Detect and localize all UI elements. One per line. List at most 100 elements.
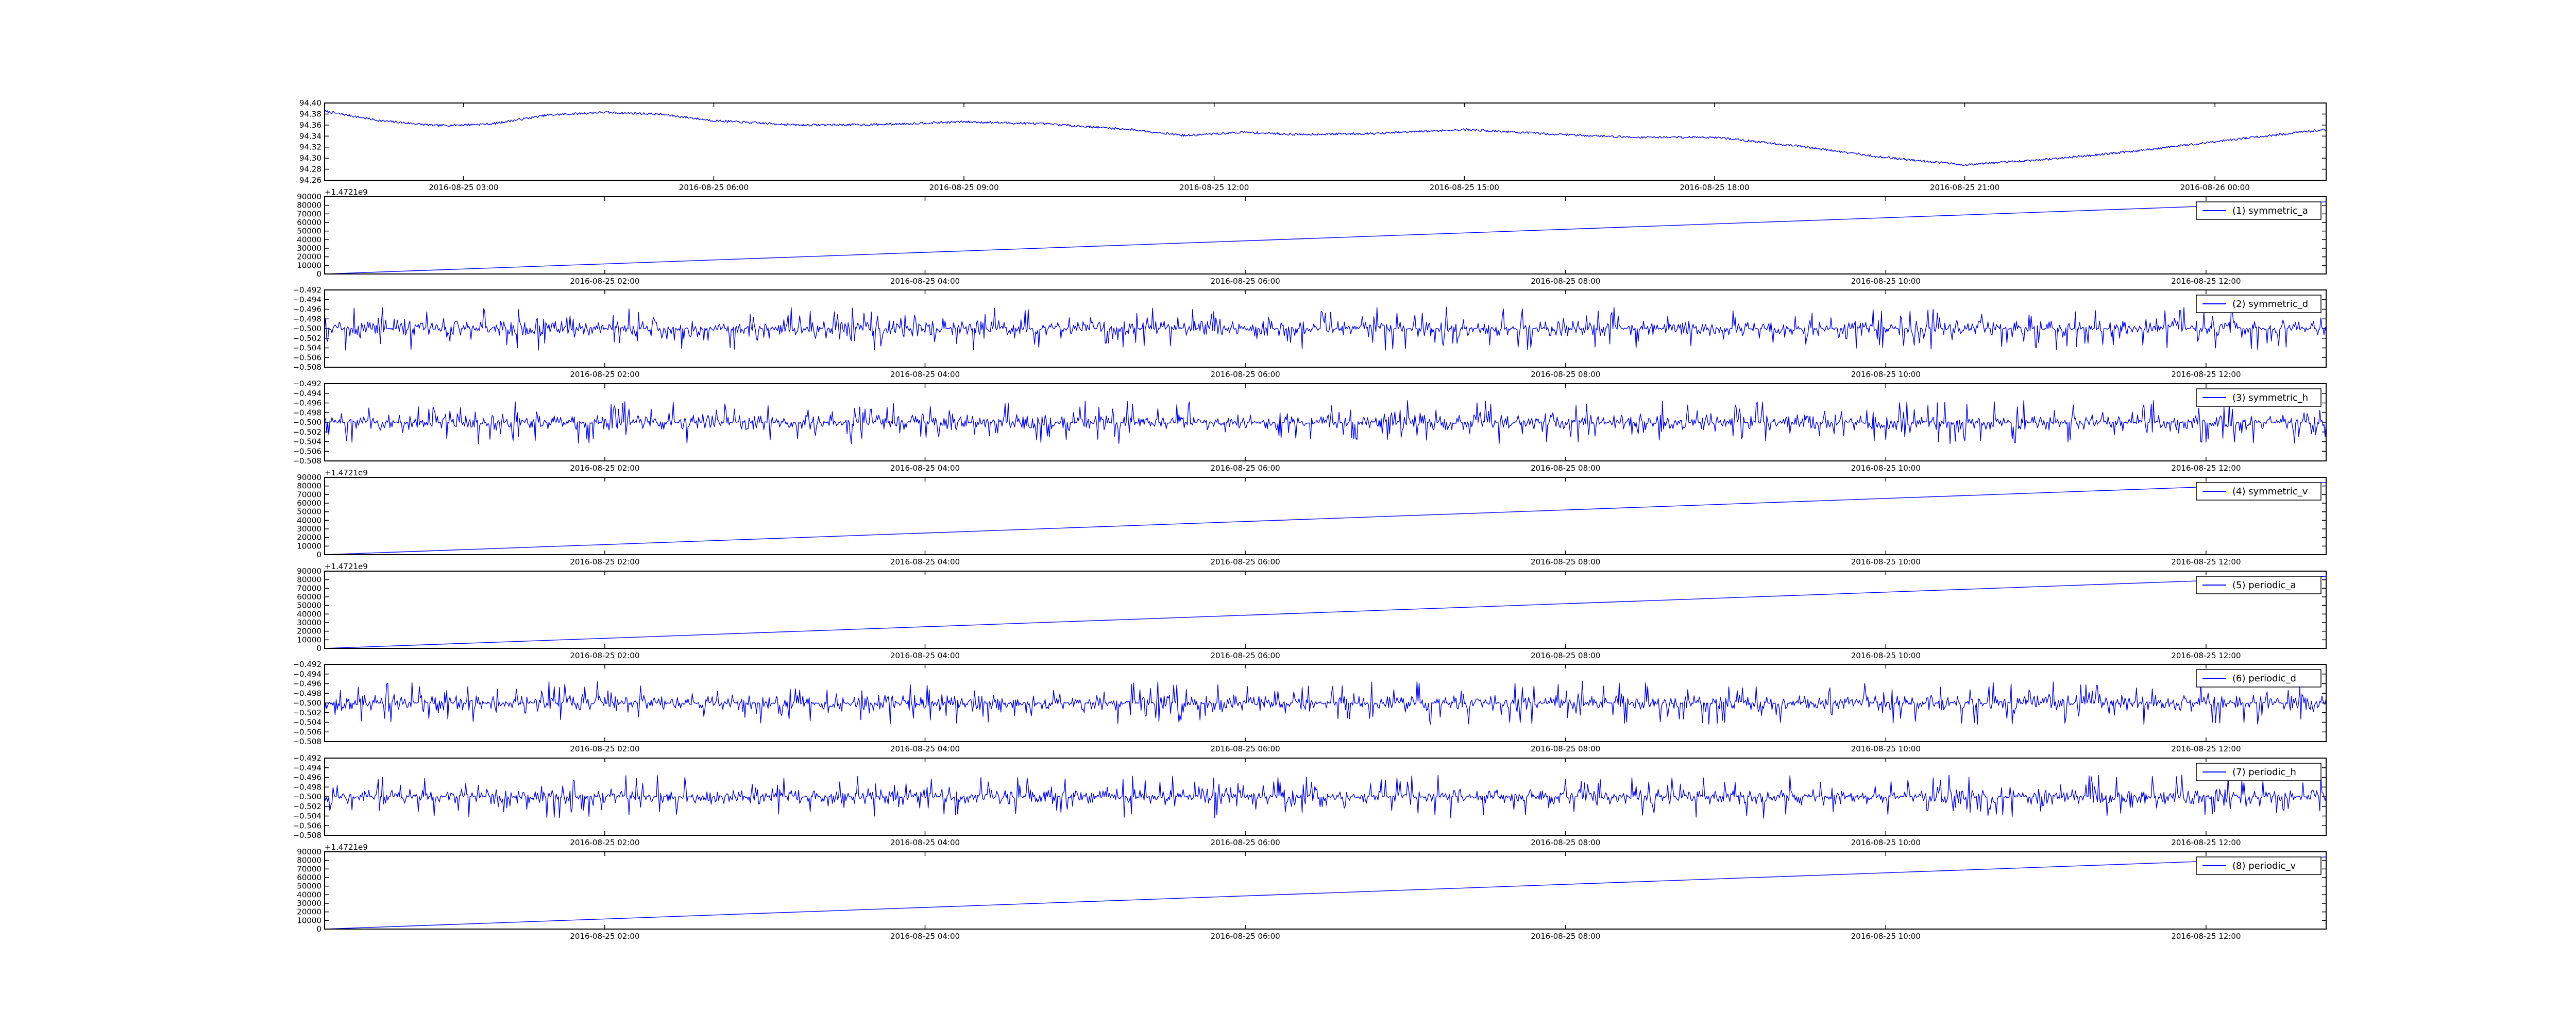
y-tick-label: 10000 bbox=[297, 261, 321, 270]
y-tick-label: 70000 bbox=[297, 209, 321, 218]
x-tick-label: 2016-08-25 10:00 bbox=[1851, 464, 1921, 473]
x-tick-label: 2016-08-25 12:00 bbox=[2171, 838, 2241, 847]
legend-label: (2) symmetric_d bbox=[2232, 299, 2308, 310]
y-tick-label: −0.498 bbox=[293, 314, 321, 323]
x-tick-label: 2016-08-25 08:00 bbox=[1531, 932, 1600, 941]
legend: (4) symmetric_v bbox=[2196, 482, 2321, 501]
axes-frame bbox=[324, 102, 2327, 181]
y-tick-label: 94.40 bbox=[299, 98, 321, 108]
y-tick-label: 94.32 bbox=[299, 143, 321, 152]
axes-frame bbox=[324, 758, 2327, 836]
legend: (2) symmetric_d bbox=[2196, 295, 2321, 313]
x-tick-label: 2016-08-25 12:00 bbox=[2171, 651, 2241, 660]
y-tick-label: 0 bbox=[316, 550, 321, 559]
y-tick-label: 50000 bbox=[297, 227, 321, 236]
y-tick-label: −0.502 bbox=[293, 802, 321, 811]
y-tick-label: 50000 bbox=[297, 882, 321, 891]
x-tick-label: 2016-08-25 08:00 bbox=[1531, 557, 1600, 566]
panel-5: 0100002000030000400005000060000700008000… bbox=[297, 468, 2327, 566]
axes-frame bbox=[324, 851, 2327, 930]
x-tick-label: 2016-08-25 10:00 bbox=[1851, 277, 1921, 286]
x-tick-label: 2016-08-25 12:00 bbox=[2171, 744, 2241, 753]
y-tick-label: −0.500 bbox=[293, 324, 321, 333]
x-tick-label: 2016-08-25 12:00 bbox=[2171, 277, 2241, 286]
x-tick-label: 2016-08-25 08:00 bbox=[1531, 651, 1600, 660]
x-tick-label: 2016-08-25 02:00 bbox=[570, 651, 639, 660]
y-tick-label: −0.498 bbox=[293, 689, 321, 698]
series-line bbox=[324, 576, 2327, 649]
y-tick-label: −0.508 bbox=[293, 456, 321, 466]
axes-frame bbox=[324, 196, 2327, 274]
y-tick-label: −0.506 bbox=[293, 447, 321, 456]
y-tick-label: 30000 bbox=[297, 244, 321, 253]
axes-frame bbox=[324, 289, 2327, 368]
y-tick-label: −0.506 bbox=[293, 821, 321, 830]
y-tick-label: −0.492 bbox=[293, 753, 321, 763]
y-tick-label: −0.502 bbox=[293, 427, 321, 437]
x-tick-label: 2016-08-25 10:00 bbox=[1851, 557, 1921, 566]
x-tick-label: 2016-08-25 04:00 bbox=[890, 651, 960, 660]
y-tick-label: −0.506 bbox=[293, 353, 321, 362]
x-tick-label: 2016-08-25 02:00 bbox=[570, 838, 639, 847]
y-tick-label: −0.492 bbox=[293, 379, 321, 388]
y-tick-label: 80000 bbox=[297, 575, 321, 585]
legend: (5) periodic_a bbox=[2196, 576, 2321, 594]
y-tick-label: 94.34 bbox=[299, 131, 321, 141]
axes-frame bbox=[324, 477, 2327, 555]
y-tick-label: −0.500 bbox=[293, 698, 321, 708]
x-tick-label: 2016-08-25 06:00 bbox=[1211, 277, 1280, 286]
offset-text: +1.4721e9 bbox=[325, 468, 368, 477]
x-tick-label: 2016-08-25 02:00 bbox=[570, 277, 639, 286]
x-tick-label: 2016-08-25 09:00 bbox=[929, 183, 998, 192]
x-tick-label: 2016-08-25 06:00 bbox=[1211, 744, 1280, 753]
y-tick-label: −0.492 bbox=[293, 285, 321, 295]
y-tick-label: −0.494 bbox=[293, 389, 321, 398]
offset-text: +1.4721e9 bbox=[325, 562, 368, 571]
y-tick-label: 60000 bbox=[297, 873, 321, 882]
y-tick-label: 94.38 bbox=[299, 109, 321, 118]
x-tick-label: 2016-08-25 04:00 bbox=[890, 370, 960, 379]
x-tick-label: 2016-08-25 06:00 bbox=[1211, 370, 1280, 379]
y-tick-label: 90000 bbox=[297, 566, 321, 576]
x-tick-label: 2016-08-25 02:00 bbox=[570, 557, 639, 566]
legend: (8) periodic_v bbox=[2196, 856, 2321, 875]
series-line bbox=[324, 856, 2327, 930]
y-tick-label: 20000 bbox=[297, 252, 321, 262]
y-tick-label: 90000 bbox=[297, 473, 321, 482]
offset-text: +1.4721e9 bbox=[325, 843, 368, 852]
x-tick-label: 2016-08-25 04:00 bbox=[890, 464, 960, 473]
x-tick-label: 2016-08-25 10:00 bbox=[1851, 932, 1921, 941]
offset-text: +1.4721e9 bbox=[325, 187, 368, 197]
y-tick-label: 0 bbox=[316, 644, 321, 653]
y-tick-label: −0.508 bbox=[293, 831, 321, 840]
legend: (6) periodic_d bbox=[2196, 669, 2321, 688]
legend-label: (5) periodic_a bbox=[2232, 580, 2296, 591]
y-tick-label: 10000 bbox=[297, 541, 321, 551]
legend-box bbox=[2196, 295, 2321, 313]
x-tick-label: 2016-08-25 04:00 bbox=[890, 744, 960, 753]
panel-9: 0100002000030000400005000060000700008000… bbox=[297, 843, 2327, 941]
y-tick-label: 94.36 bbox=[299, 121, 321, 130]
y-tick-label: 80000 bbox=[297, 201, 321, 210]
x-tick-label: 2016-08-25 02:00 bbox=[570, 370, 639, 379]
x-tick-label: 2016-08-25 08:00 bbox=[1531, 838, 1600, 847]
x-tick-label: 2016-08-25 12:00 bbox=[2171, 370, 2241, 379]
y-tick-label: 70000 bbox=[297, 583, 321, 593]
x-tick-label: 2016-08-25 08:00 bbox=[1531, 370, 1600, 379]
y-tick-label: −0.492 bbox=[293, 660, 321, 669]
series-line bbox=[324, 775, 2327, 819]
y-tick-label: −0.498 bbox=[293, 782, 321, 792]
y-tick-label: −0.496 bbox=[293, 773, 321, 782]
y-tick-label: 90000 bbox=[297, 192, 321, 201]
y-tick-label: 80000 bbox=[297, 482, 321, 491]
legend: (7) periodic_h bbox=[2196, 763, 2321, 781]
y-tick-label: −0.502 bbox=[293, 708, 321, 717]
x-tick-label: 2016-08-25 02:00 bbox=[570, 932, 639, 941]
y-tick-label: 40000 bbox=[297, 235, 321, 244]
panel-3: −0.508−0.506−0.504−0.502−0.500−0.498−0.4… bbox=[293, 285, 2327, 379]
y-tick-label: 70000 bbox=[297, 490, 321, 499]
y-tick-label: 20000 bbox=[297, 627, 321, 636]
legend: (1) symmetric_a bbox=[2196, 201, 2321, 220]
y-tick-label: −0.508 bbox=[293, 363, 321, 372]
